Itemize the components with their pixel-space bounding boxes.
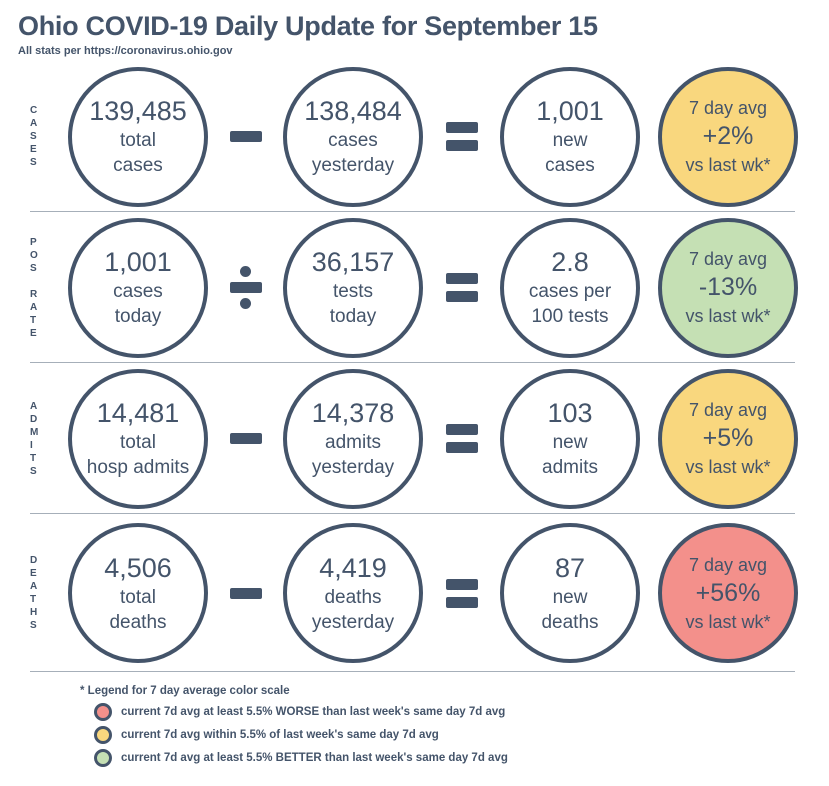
stat-label: cases per: [528, 281, 612, 302]
equals-icon: [445, 424, 478, 453]
row-label-deaths: D E A T H S: [30, 555, 38, 631]
red-circle-icon: [94, 702, 112, 721]
cases-yesterday-circle: 138,484 cases yesterday: [283, 66, 423, 207]
stat-label: total: [120, 432, 156, 453]
stat-label: 100 tests: [531, 306, 609, 327]
legend-item-label: current 7d avg within 5.5% of last week'…: [121, 728, 439, 741]
avg-value: -13%: [698, 273, 758, 301]
total-cases-circle: 139,485 total cases: [68, 66, 208, 207]
avg-value: +5%: [702, 424, 754, 452]
stat-value: 139,485: [89, 96, 187, 126]
stat-value: 2.8: [551, 247, 589, 277]
green-circle-icon: [94, 748, 112, 767]
stat-value: 36,157: [311, 247, 395, 277]
stat-label: total: [120, 130, 156, 151]
pos-rate-row: P O S R A T E 1,001 cases today 36,157 t…: [0, 212, 829, 363]
minus-icon: [229, 587, 262, 599]
color-scale-legend: * Legend for 7 day average color scale c…: [80, 685, 829, 769]
seven-day-avg-circle: 7 day avg +56% vs last wk*: [658, 523, 798, 663]
stat-value: 138,484: [304, 96, 402, 126]
stat-value: 1,001: [536, 96, 604, 126]
divide-icon: [229, 266, 262, 309]
equals-icon: [445, 122, 478, 151]
positivity-circle: 2.8 cases per 100 tests: [500, 217, 640, 358]
stat-label: admits: [325, 432, 381, 453]
header: Ohio COVID-19 Daily Update for September…: [0, 0, 829, 57]
seven-day-avg-circle: 7 day avg +5% vs last wk*: [658, 368, 798, 509]
total-deaths-circle: 4,506 total deaths: [68, 523, 208, 663]
avg-label: vs last wk*: [685, 155, 771, 175]
legend-header: * Legend for 7 day average color scale: [80, 685, 290, 697]
equals-icon: [445, 578, 478, 608]
stat-value: 4,419: [319, 552, 387, 583]
avg-label: 7 day avg: [688, 98, 768, 118]
tests-today-circle: 36,157 tests today: [283, 217, 423, 358]
avg-label: vs last wk*: [685, 306, 771, 326]
stat-label: cases: [545, 155, 595, 176]
deaths-row: D E A T H S 4,506 total deaths 4,419 dea…: [0, 514, 829, 672]
stat-label: cases: [113, 281, 163, 302]
avg-value: +2%: [702, 122, 754, 150]
legend-item-within: current 7d avg within 5.5% of last week'…: [80, 723, 829, 746]
row-label-pos-rate: P O S R A T E: [30, 236, 38, 339]
stat-label: deaths: [109, 611, 167, 633]
minus-icon: [229, 131, 262, 142]
stat-label: yesterday: [311, 457, 395, 478]
stat-label: yesterday: [311, 611, 395, 633]
stat-label: total: [120, 586, 156, 608]
stat-label: tests: [332, 281, 374, 302]
new-deaths-circle: 87 new deaths: [500, 523, 640, 663]
stat-label: new: [552, 586, 588, 608]
page-title: Ohio COVID-19 Daily Update for September…: [18, 11, 598, 41]
stat-label: deaths: [541, 611, 599, 633]
stat-label: deaths: [324, 586, 382, 608]
avg-label: 7 day avg: [688, 400, 768, 420]
stat-label: cases: [113, 155, 163, 176]
legend-item-worse: current 7d avg at least 5.5% WORSE than …: [80, 700, 829, 723]
row-label-cases: C A S E S: [30, 105, 38, 168]
seven-day-avg-circle: 7 day avg -13% vs last wk*: [658, 217, 798, 358]
stat-label: hosp admits: [86, 457, 190, 478]
stat-value: 87: [554, 552, 586, 583]
stat-label: today: [329, 306, 377, 327]
stat-label: today: [114, 306, 162, 327]
yellow-circle-icon: [94, 725, 112, 744]
stat-label: new: [552, 432, 588, 453]
minus-icon: [229, 433, 262, 444]
total-admits-circle: 14,481 total hosp admits: [68, 368, 208, 509]
seven-day-avg-circle: 7 day avg +2% vs last wk*: [658, 66, 798, 207]
row-label-admits: A D M I T S: [30, 400, 39, 477]
avg-label: vs last wk*: [685, 611, 771, 632]
stat-label: cases: [328, 130, 378, 151]
stat-label: yesterday: [311, 155, 395, 176]
new-cases-circle: 1,001 new cases: [500, 66, 640, 207]
stat-label: new: [552, 130, 588, 151]
legend-item-label: current 7d avg at least 5.5% BETTER than…: [121, 751, 508, 764]
stat-label: admits: [542, 457, 598, 478]
stat-value: 1,001: [104, 247, 172, 277]
new-admits-circle: 103 new admits: [500, 368, 640, 509]
admits-row: A D M I T S 14,481 total hosp admits 14,…: [0, 363, 829, 514]
legend-item-label: current 7d avg at least 5.5% WORSE than …: [121, 705, 506, 718]
stat-value: 14,378: [311, 398, 395, 428]
stat-value: 103: [547, 398, 593, 428]
metric-rows: C A S E S 139,485 total cases 138,484 ca…: [0, 61, 829, 672]
legend-item-better: current 7d avg at least 5.5% BETTER than…: [80, 746, 829, 769]
avg-value: +56%: [695, 578, 761, 607]
stat-value: 4,506: [104, 552, 172, 583]
cases-today-circle: 1,001 cases today: [68, 217, 208, 358]
source-note: All stats per https://coronavirus.ohio.g…: [18, 45, 233, 57]
cases-row: C A S E S 139,485 total cases 138,484 ca…: [0, 61, 829, 212]
avg-label: 7 day avg: [688, 249, 768, 269]
avg-label: vs last wk*: [685, 457, 771, 477]
stat-value: 14,481: [96, 398, 180, 428]
deaths-yesterday-circle: 4,419 deaths yesterday: [283, 523, 423, 663]
admits-yesterday-circle: 14,378 admits yesterday: [283, 368, 423, 509]
avg-label: 7 day avg: [688, 554, 768, 575]
equals-icon: [445, 273, 478, 302]
